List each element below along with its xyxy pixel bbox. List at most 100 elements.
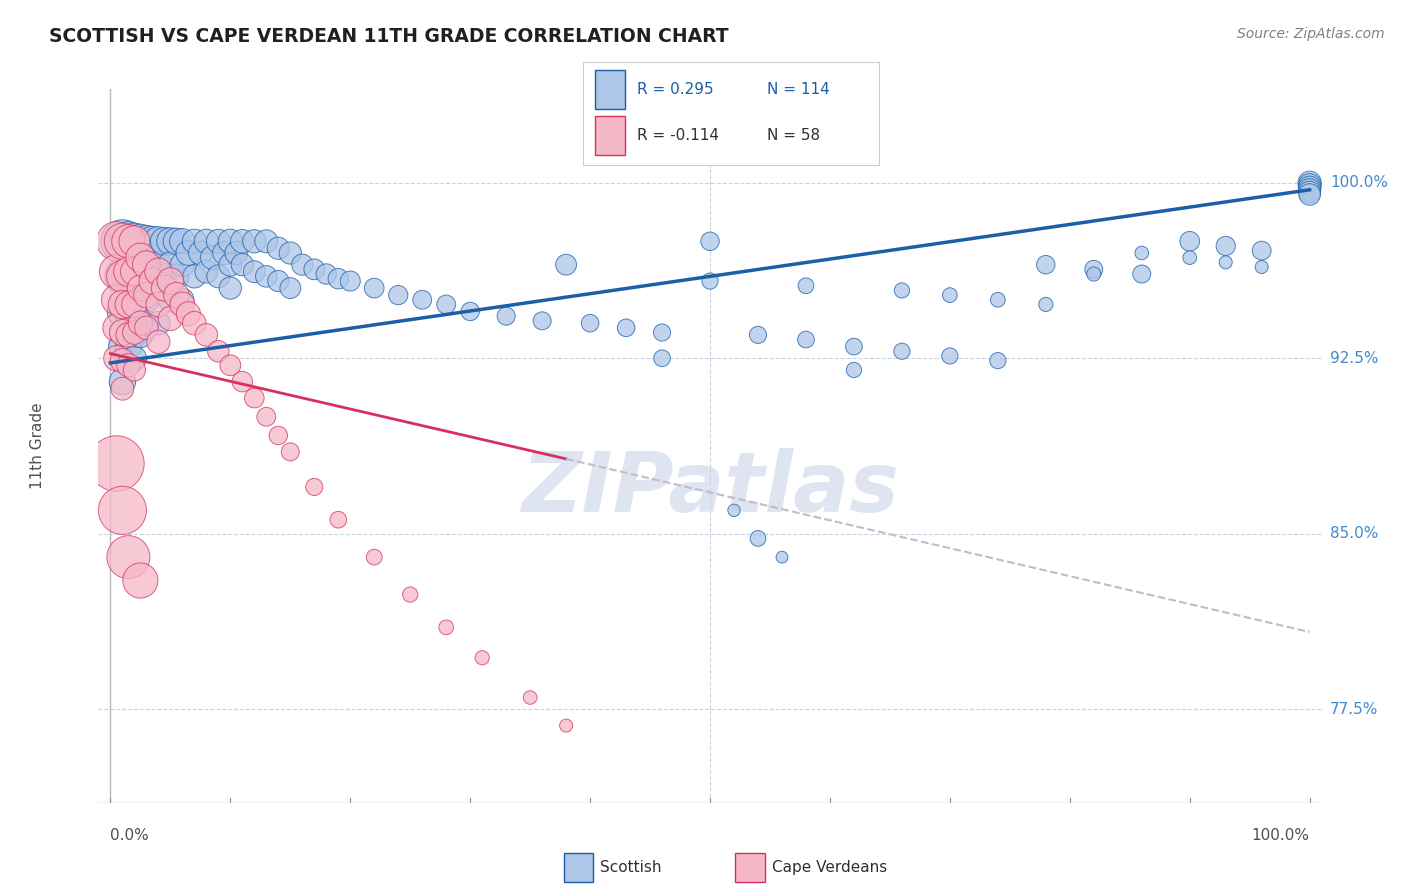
Point bbox=[117, 340, 139, 354]
Point bbox=[278, 281, 301, 295]
Point bbox=[579, 316, 602, 330]
Point bbox=[129, 574, 152, 588]
Point bbox=[124, 304, 146, 318]
Point bbox=[1250, 260, 1272, 274]
Point bbox=[328, 513, 350, 527]
Point bbox=[555, 258, 578, 272]
Point bbox=[243, 265, 266, 279]
Point bbox=[699, 274, 721, 288]
Point bbox=[135, 258, 157, 272]
Point bbox=[699, 234, 721, 248]
Point bbox=[1083, 262, 1105, 277]
Point bbox=[195, 265, 218, 279]
Point bbox=[124, 351, 146, 366]
Point bbox=[165, 234, 187, 248]
Point bbox=[183, 234, 205, 248]
Point bbox=[177, 246, 200, 260]
Point bbox=[1130, 246, 1153, 260]
Point bbox=[172, 297, 194, 311]
Text: 0.0%: 0.0% bbox=[111, 828, 149, 843]
Point bbox=[105, 265, 128, 279]
Point bbox=[387, 288, 409, 302]
Point bbox=[153, 234, 176, 248]
Point bbox=[267, 241, 290, 255]
Text: 100.0%: 100.0% bbox=[1251, 828, 1309, 843]
Point bbox=[105, 321, 128, 335]
Point bbox=[141, 234, 163, 248]
Point bbox=[1035, 297, 1057, 311]
Point bbox=[890, 344, 912, 359]
Point bbox=[1178, 234, 1201, 248]
Point bbox=[195, 327, 218, 342]
Point bbox=[1035, 258, 1057, 272]
Point bbox=[267, 428, 290, 442]
Point bbox=[105, 293, 128, 307]
Point bbox=[111, 269, 134, 284]
Point bbox=[794, 278, 817, 293]
Point bbox=[1178, 251, 1201, 265]
Point bbox=[105, 457, 128, 471]
Point bbox=[124, 234, 146, 248]
Point bbox=[135, 258, 157, 272]
Point bbox=[141, 269, 163, 284]
Point bbox=[651, 351, 673, 366]
Point bbox=[225, 246, 247, 260]
Point bbox=[243, 391, 266, 405]
Point bbox=[987, 293, 1010, 307]
Point bbox=[117, 359, 139, 373]
Point bbox=[111, 269, 134, 284]
Text: 92.5%: 92.5% bbox=[1330, 351, 1378, 366]
Point bbox=[1298, 185, 1320, 199]
Text: 11th Grade: 11th Grade bbox=[30, 402, 45, 490]
Point bbox=[183, 316, 205, 330]
Point bbox=[183, 269, 205, 284]
Point bbox=[124, 297, 146, 311]
Point bbox=[794, 333, 817, 347]
Point bbox=[207, 269, 229, 284]
Point bbox=[159, 258, 181, 272]
Text: R = 0.295: R = 0.295 bbox=[637, 81, 713, 96]
Point bbox=[124, 234, 146, 248]
Point bbox=[165, 269, 187, 284]
Point bbox=[651, 326, 673, 340]
Text: N = 114: N = 114 bbox=[766, 81, 830, 96]
Point bbox=[135, 321, 157, 335]
Point bbox=[195, 234, 218, 248]
Point bbox=[411, 293, 433, 307]
Point bbox=[890, 284, 912, 298]
Text: 85.0%: 85.0% bbox=[1330, 526, 1378, 541]
Point bbox=[117, 297, 139, 311]
Point bbox=[531, 314, 554, 328]
Point bbox=[111, 353, 134, 368]
Point bbox=[153, 281, 176, 295]
Point bbox=[747, 532, 769, 546]
Point bbox=[399, 588, 422, 602]
Point bbox=[111, 375, 134, 389]
Point bbox=[141, 274, 163, 288]
Point bbox=[117, 269, 139, 284]
Point bbox=[111, 503, 134, 517]
Point bbox=[111, 340, 134, 354]
Point bbox=[159, 274, 181, 288]
Point bbox=[207, 344, 229, 359]
Point bbox=[148, 316, 170, 330]
Point bbox=[111, 326, 134, 340]
Point bbox=[129, 281, 152, 295]
Point bbox=[159, 311, 181, 326]
Point bbox=[129, 234, 152, 248]
Point bbox=[124, 327, 146, 342]
Point bbox=[278, 246, 301, 260]
Point bbox=[111, 234, 134, 248]
Point bbox=[135, 316, 157, 330]
Point bbox=[1215, 239, 1237, 253]
Point bbox=[207, 234, 229, 248]
Point bbox=[135, 234, 157, 248]
Point bbox=[177, 307, 200, 321]
Point bbox=[129, 251, 152, 265]
Point bbox=[458, 304, 481, 318]
Point bbox=[1215, 255, 1237, 269]
Point bbox=[117, 550, 139, 565]
Point bbox=[519, 690, 541, 705]
Point bbox=[111, 304, 134, 318]
Point bbox=[148, 265, 170, 279]
